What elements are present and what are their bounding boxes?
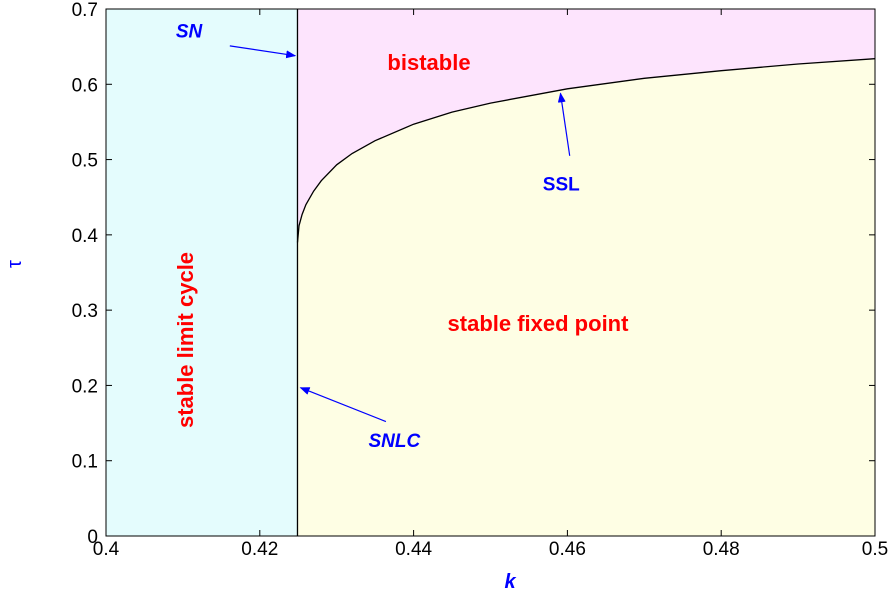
sn-arrow (229, 45, 297, 59)
y-tick-label: 0 (87, 527, 98, 548)
y-tick-label: 0.6 (72, 75, 98, 96)
y-tick-label: 0.4 (72, 226, 99, 247)
sn-annotation-label: SN (176, 22, 204, 43)
ssl-arrow (557, 92, 571, 156)
x-tick-label: 0.46 (549, 539, 586, 560)
stable-limit-cycle-label: stable limit cycle (173, 252, 198, 428)
bistable-label: bistable (387, 50, 470, 75)
stable-fixed-point-label: stable fixed point (448, 311, 630, 336)
y-tick-label: 0.3 (72, 301, 98, 322)
plot-frame (105, 8, 876, 537)
snlc-annotation-label: SNLC (369, 431, 421, 452)
ssl-curve (296, 58, 875, 243)
stable-fixed-point-region (297, 58, 875, 536)
y-tick-label: 0.7 (72, 0, 98, 21)
x-axis-label: k (504, 571, 516, 593)
y-tick-label: 0.5 (72, 151, 98, 172)
stable-limit-cycle-region (106, 9, 298, 536)
ssl-annotation-label: SSL (543, 174, 580, 195)
x-tick-label: 0.42 (241, 539, 278, 560)
snlc-arrow (299, 387, 387, 423)
y-axis-label: τ (4, 260, 26, 268)
y-axis: 0 0.1 0.2 0.3 0.4 0.5 0.6 0.7 (72, 0, 875, 548)
y-tick-label: 0.1 (72, 452, 98, 473)
x-tick-label: 0.44 (395, 539, 432, 560)
x-tick-label: 0.5 (862, 539, 888, 560)
x-tick-label: 0.4 (93, 539, 120, 560)
y-tick-label: 0.2 (72, 376, 98, 397)
x-axis: 0.4 0.42 0.44 0.46 0.48 0.5 (93, 9, 888, 560)
x-tick-label: 0.48 (703, 539, 740, 560)
